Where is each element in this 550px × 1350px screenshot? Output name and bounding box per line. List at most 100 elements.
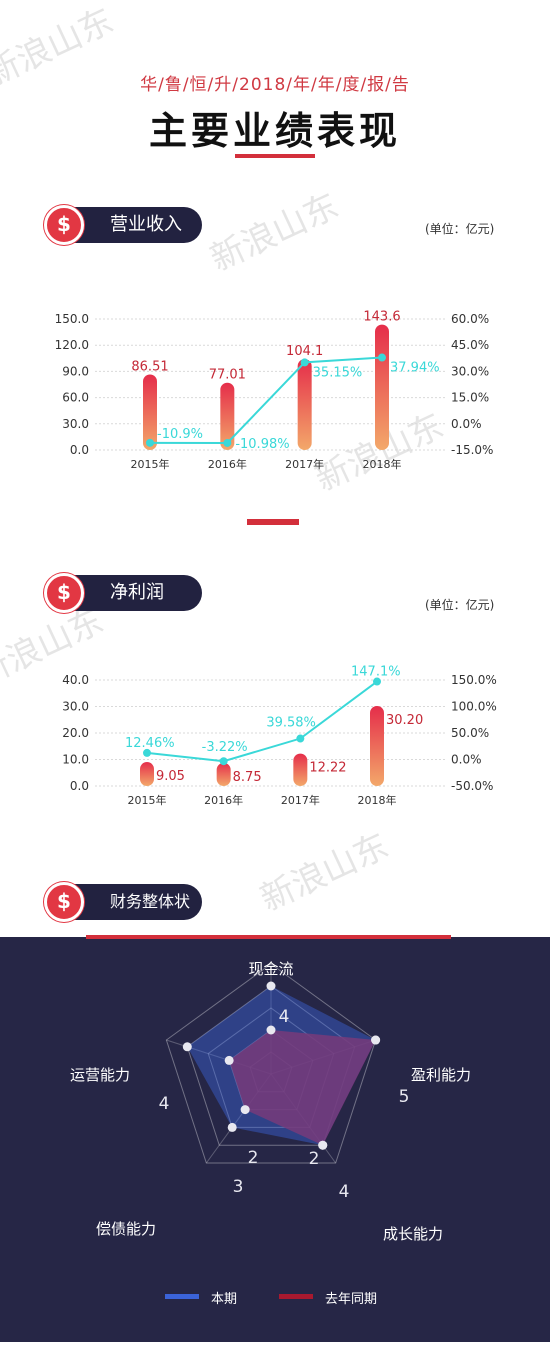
legend-swatch-current xyxy=(165,1294,199,1299)
bar xyxy=(370,705,384,786)
radar-panel xyxy=(0,937,550,1342)
y2-tick-label: 60.0% xyxy=(451,312,489,326)
profit-unit: (单位：亿元) xyxy=(425,598,495,612)
x-tick-label: 2018年 xyxy=(363,457,402,471)
radar-point xyxy=(318,1140,328,1150)
growth-point xyxy=(300,358,309,367)
radar-value-label: 4 xyxy=(279,1007,290,1027)
x-tick-label: 2016年 xyxy=(204,793,243,807)
radar-point xyxy=(224,1055,234,1065)
revenue-chart: 0.0 30.0 60.0 90.0 120.0 150.0 -15.0% 0.0% 15.0%… xyxy=(55,310,494,471)
y-tick-label: 90.0 xyxy=(62,364,89,378)
x-tick-label: 2016年 xyxy=(208,457,247,471)
bar xyxy=(297,359,312,450)
growth-value-label: -10.98% xyxy=(235,437,289,452)
radar-axis-label: 现金流 xyxy=(248,960,293,978)
radar-top-bar xyxy=(86,935,451,939)
radar-point xyxy=(227,1122,237,1132)
radar-ring xyxy=(165,963,377,1164)
bar-value-label: 9.05 xyxy=(156,769,185,784)
x-tick-label: 2017年 xyxy=(285,457,324,471)
dollar-icon: $ xyxy=(44,882,84,922)
radar-point xyxy=(182,1042,192,1052)
radar-value-label: 3 xyxy=(233,1177,244,1197)
growth-point xyxy=(223,438,232,447)
growth-value-label: 12.46% xyxy=(125,736,175,751)
y2-tick-label: 150.0% xyxy=(451,673,497,687)
page-title: 主要业绩表现 xyxy=(148,109,401,153)
radar-value-label: 4 xyxy=(159,1094,170,1114)
bar-value-label: 8.75 xyxy=(233,770,262,785)
y2-tick-label: 30.0% xyxy=(451,364,489,378)
title-underline xyxy=(235,154,315,158)
growth-value-label: 147.1% xyxy=(351,665,401,680)
legend-swatch-last-year xyxy=(279,1294,313,1299)
growth-point xyxy=(219,757,228,766)
x-tick-label: 2015年 xyxy=(131,457,170,471)
growth-value-label: 37.94% xyxy=(390,361,440,376)
bar-value-label: 77.01 xyxy=(209,368,246,383)
bar xyxy=(143,374,157,450)
radar-point xyxy=(266,1025,276,1035)
growth-line xyxy=(146,680,378,763)
y-tick-label: 20.0 xyxy=(62,726,89,740)
y-tick-label: 120.0 xyxy=(55,338,89,352)
growth-point xyxy=(378,353,386,362)
bar-value-label: 143.6 xyxy=(363,310,400,325)
radar-axis-label: 运营能力 xyxy=(70,1066,130,1084)
bar xyxy=(140,762,154,786)
radar-point xyxy=(240,1105,250,1115)
legend-label-current: 本期 xyxy=(211,1292,237,1307)
x-tick-label: 2018年 xyxy=(358,793,397,807)
bar-value-label: 86.51 xyxy=(131,359,168,374)
bar-value-label: 12.22 xyxy=(309,761,346,776)
radar-value-label: 2 xyxy=(248,1148,259,1168)
growth-point xyxy=(296,734,305,743)
y-tick-label: 40.0 xyxy=(62,673,89,687)
radar-area-current xyxy=(187,986,376,1146)
y-tick-label: 0.0 xyxy=(70,443,89,457)
y-tick-label: 30.0 xyxy=(62,417,89,431)
growth-line xyxy=(149,356,383,444)
watermark: 新浪山东 xyxy=(204,185,345,280)
radar-value-label: 5 xyxy=(399,1087,410,1107)
y-tick-label: 30.0 xyxy=(62,700,89,714)
growth-value-label: 39.58% xyxy=(266,716,316,731)
radar-point xyxy=(371,1035,381,1045)
dollar-icon: $ xyxy=(44,573,84,613)
growth-value-label: 35.15% xyxy=(313,365,363,380)
radar-value-label: 2 xyxy=(309,1149,320,1169)
bar xyxy=(220,382,235,450)
growth-point xyxy=(146,438,154,447)
radar-value-label: 4 xyxy=(339,1182,350,1202)
bar-value-label: 104.1 xyxy=(286,344,323,359)
y-tick-label: 0.0 xyxy=(70,779,89,793)
y-tick-label: 60.0 xyxy=(62,391,89,405)
bar xyxy=(216,762,231,786)
radar-point xyxy=(266,981,276,991)
y2-tick-label: 15.0% xyxy=(451,391,489,405)
radar-axis-label: 偿债能力 xyxy=(96,1220,156,1238)
y2-tick-label: 100.0% xyxy=(451,700,497,714)
y2-tick-label: 45.0% xyxy=(451,338,489,352)
legend-label-last-year: 去年同期 xyxy=(325,1292,377,1307)
section-divider xyxy=(247,519,299,525)
bar xyxy=(375,324,389,450)
growth-point xyxy=(143,748,151,757)
y2-tick-label: 50.0% xyxy=(451,726,489,740)
radar-axis-label: 成长能力 xyxy=(383,1225,443,1243)
section-profit-label: 净利润 xyxy=(110,582,164,603)
x-tick-label: 2015年 xyxy=(128,793,167,807)
growth-value-label: -10.9% xyxy=(157,427,203,442)
y2-tick-label: 0.0% xyxy=(451,417,482,431)
bar xyxy=(293,753,308,786)
revenue-unit: (单位：亿元) xyxy=(425,222,495,236)
section-revenue-label: 营业收入 xyxy=(110,214,182,235)
x-tick-label: 2017年 xyxy=(281,793,320,807)
y-tick-label: 150.0 xyxy=(55,312,89,326)
bar-value-label: 30.20 xyxy=(386,713,423,728)
profit-chart: 0.0 10.0 20.0 30.0 40.0 -50.0% 0.0% 50.0% 100.0%… xyxy=(62,665,497,807)
y2-tick-label: -15.0% xyxy=(451,443,493,457)
radar-axis-label: 盈利能力 xyxy=(411,1066,471,1084)
